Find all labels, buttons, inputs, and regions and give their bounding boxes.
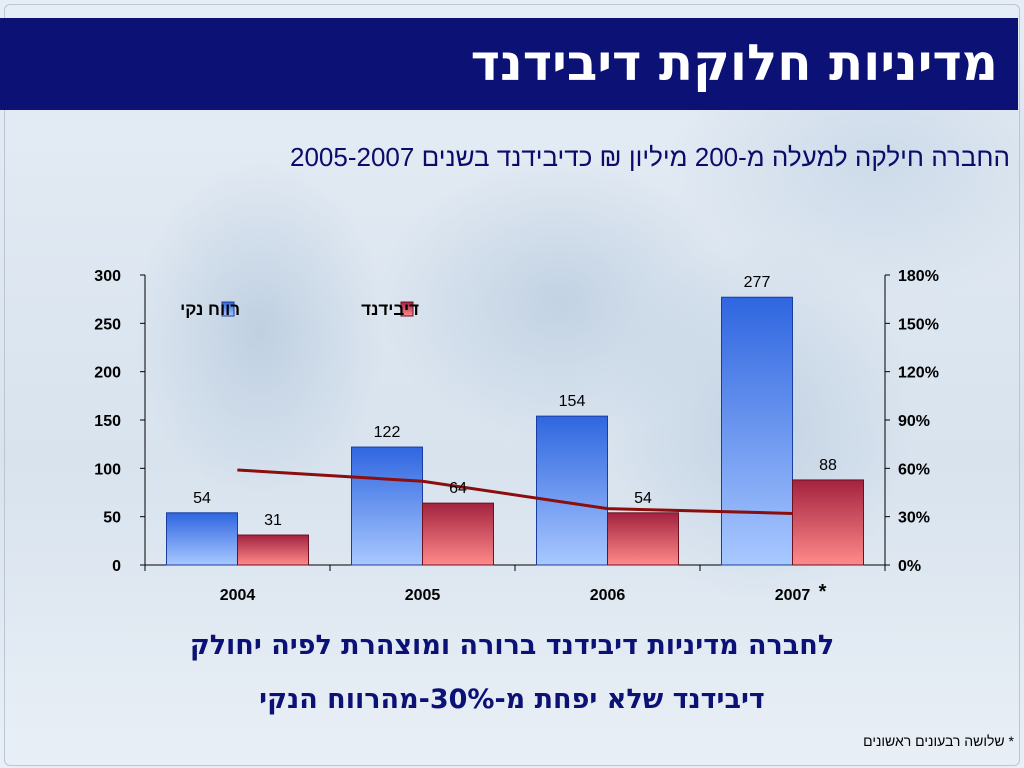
net-profit-bar <box>721 296 793 566</box>
chart-labels: 54 122 154 277 31 64 54 88 <box>193 274 837 529</box>
ratio-point <box>237 469 238 471</box>
bar-value-label: 154 <box>559 393 586 410</box>
left-tick-label: 300 <box>94 268 121 285</box>
bar-value-label: 64 <box>449 480 467 497</box>
asterisk-mark: * <box>819 581 827 603</box>
legend-dividend-swatch <box>400 301 414 317</box>
legend-dividend-label: דיבידנד <box>361 300 419 319</box>
dividend-chart: 0 50 100 150 200 250 300 0% 30% 60% 90% 120% 150% 180… <box>94 268 939 604</box>
right-tick-label: 90% <box>898 413 930 430</box>
chart-legend: רווח נקי דיבידנד <box>180 300 419 319</box>
footnote: * שלושה רבעונים ראשונים <box>863 733 1014 749</box>
right-tick-label: 60% <box>898 461 930 478</box>
dividend-ratio-line <box>237 468 793 515</box>
net-profit-bar <box>166 512 238 566</box>
bar-value-label: 122 <box>374 424 401 441</box>
legend-net-profit-label: רווח נקי <box>180 300 240 319</box>
legend-net-profit-swatch <box>221 301 235 317</box>
bar-value-label: 31 <box>264 512 282 529</box>
dividend-bar <box>237 534 309 566</box>
left-tick-label: 250 <box>94 316 121 333</box>
left-tick-label: 50 <box>103 510 121 527</box>
dividend-bar <box>607 512 679 566</box>
caption-line-1: לחברה מדיניות דיבידנד ברורה ומוצהרת לפיה… <box>189 630 835 661</box>
right-tick-label: 180% <box>898 268 939 285</box>
chart-ratio-line <box>237 468 793 515</box>
ratio-point <box>607 508 608 510</box>
ratio-point <box>792 512 793 514</box>
left-tick-label: 200 <box>94 365 121 382</box>
x-tick-label: 2006 <box>590 587 626 604</box>
left-tick-label: 100 <box>94 461 121 478</box>
x-tick-label: 2005 <box>405 587 441 604</box>
dividend-bar <box>422 502 494 566</box>
bar-value-label: 88 <box>819 457 837 474</box>
right-tick-label: 150% <box>898 316 939 333</box>
dividend-bar <box>792 479 864 566</box>
chart-bars <box>166 296 864 566</box>
net-profit-bar <box>351 446 423 566</box>
right-tick-label: 120% <box>898 365 939 382</box>
title-bar: מדיניות חלוקת דיבידנד <box>0 18 1018 110</box>
x-tick-label: 2004 <box>220 587 256 604</box>
right-tick-label: 0% <box>898 558 921 575</box>
slide-frame <box>4 4 1020 766</box>
x-tick-label: 2007 <box>775 587 811 604</box>
ratio-point <box>422 480 423 482</box>
left-tick-label: 150 <box>94 413 121 430</box>
left-tick-label: 0 <box>112 558 121 575</box>
net-profit-bar <box>536 415 608 566</box>
slide-title: מדיניות חלוקת דיבידנד <box>470 34 998 92</box>
bar-value-label: 277 <box>744 274 771 291</box>
right-tick-label: 30% <box>898 510 930 527</box>
bar-value-label: 54 <box>634 490 652 507</box>
slide-subtitle: החברה חילקה למעלה מ-200 מיליון ₪ כדיבידנ… <box>290 142 1010 172</box>
bar-value-label: 54 <box>193 490 211 507</box>
caption-line-2: דיבידנד שלא יפחת מ-30%-מהרווח הנקי <box>259 684 765 715</box>
